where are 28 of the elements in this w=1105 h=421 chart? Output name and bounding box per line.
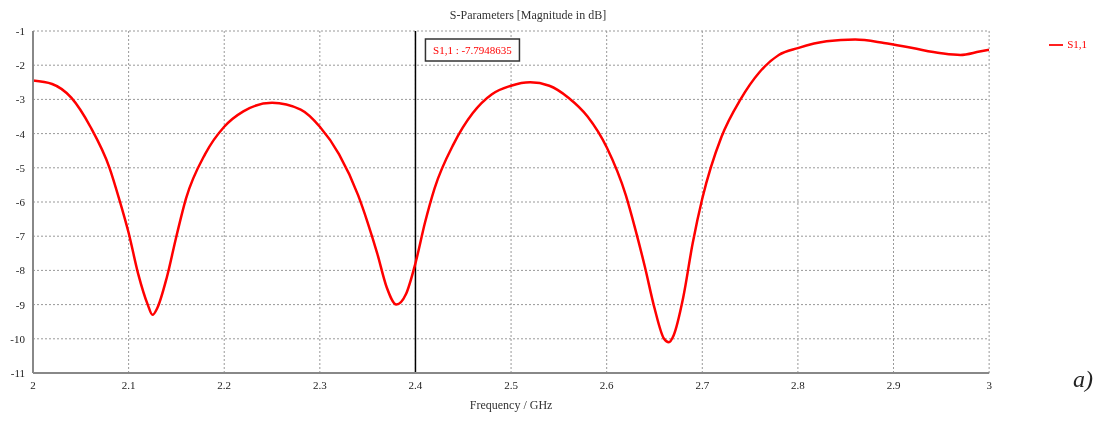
y-tick-label: -4: [15, 127, 26, 140]
y-tick-label: -3: [15, 93, 26, 106]
x-tick-label: 2.2: [217, 378, 232, 391]
y-tick-label: -6: [15, 195, 26, 208]
y-tick-label: -9: [15, 298, 26, 311]
legend-label: S1,1: [1067, 38, 1087, 50]
y-tick-label: -1: [15, 24, 25, 37]
x-tick-label: 2.5: [504, 378, 519, 391]
x-tick-label: 2.1: [121, 378, 136, 391]
y-tick-label: -5: [15, 161, 26, 174]
x-tick-label: 2.3: [312, 378, 328, 391]
chart-title: S-Parameters [Magnitude in dB]: [448, 8, 608, 23]
y-tick-label: -10: [10, 332, 26, 345]
y-tick-label: -11: [10, 366, 25, 379]
x-tick-label: 3: [986, 378, 993, 391]
y-tick-label: -8: [15, 264, 26, 277]
x-tick-label: 2: [30, 378, 36, 391]
x-tick-label: 2.6: [599, 378, 615, 391]
x-tick-label: 2.9: [886, 378, 901, 391]
y-tick-label: -2: [15, 59, 25, 72]
x-tick-label: 2.7: [695, 378, 710, 391]
y-tick-label: -7: [15, 230, 26, 243]
x-axis-title: Frequency / GHz: [469, 398, 553, 412]
x-tick-label: 2.4: [408, 378, 423, 391]
line-series: [33, 38, 990, 344]
x-tick-label: 2.8: [791, 378, 806, 391]
text: a): [1073, 366, 1093, 393]
annotation: S1,1 : -7.7948635: [433, 44, 513, 56]
